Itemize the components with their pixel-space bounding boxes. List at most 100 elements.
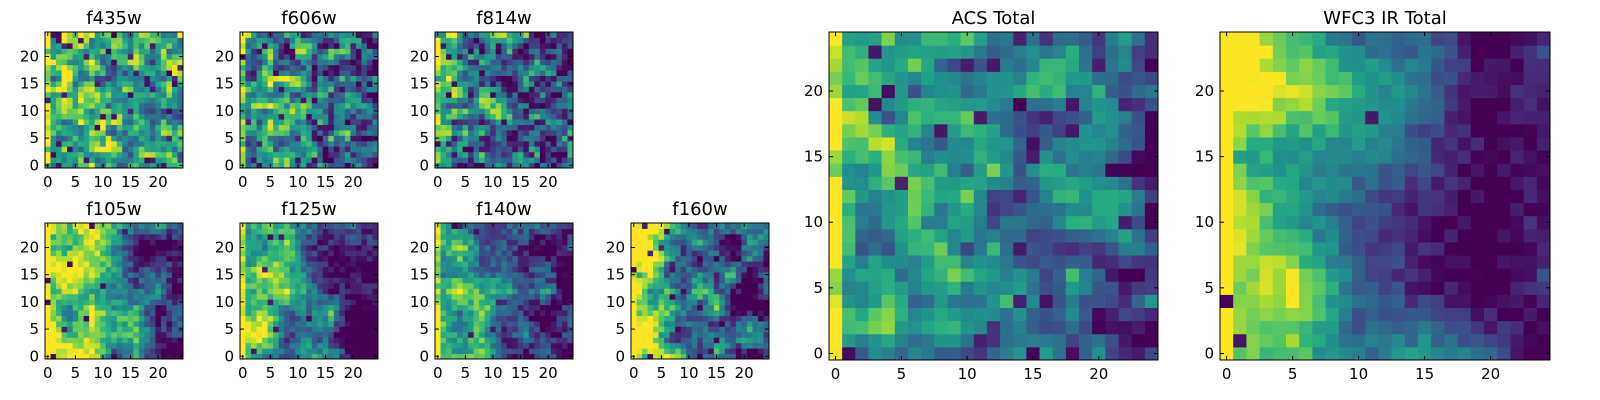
heatmap-cell bbox=[490, 315, 497, 322]
heatmap-cell bbox=[295, 113, 302, 120]
heatmap-cell bbox=[111, 91, 118, 98]
heatmap-cell bbox=[344, 342, 351, 349]
heatmap-cell bbox=[1026, 255, 1041, 269]
heatmap-cell bbox=[166, 288, 173, 295]
heatmap-cell bbox=[653, 326, 660, 333]
heatmap-cell bbox=[333, 320, 340, 327]
heatmap-cell bbox=[284, 37, 291, 44]
heatmap-cell bbox=[523, 151, 530, 158]
heatmap-cell bbox=[506, 129, 513, 136]
heatmap-cell bbox=[122, 146, 129, 153]
heatmap-cell bbox=[160, 157, 167, 164]
heatmap-cell bbox=[556, 261, 563, 268]
heatmap-cell bbox=[479, 299, 486, 306]
heatmap-cell bbox=[366, 151, 373, 158]
heatmap-cell bbox=[921, 294, 935, 309]
heatmap-cell bbox=[550, 337, 557, 344]
heatmap-cell bbox=[473, 157, 480, 164]
heatmap-cell bbox=[556, 315, 563, 322]
heatmap-cell bbox=[550, 320, 557, 327]
heatmap-cell bbox=[528, 353, 535, 360]
heatmap-cell bbox=[240, 277, 247, 284]
heatmap-cell bbox=[245, 342, 252, 349]
heatmap-cell bbox=[78, 244, 85, 251]
heatmap-cell bbox=[934, 150, 948, 164]
heatmap-cell bbox=[144, 32, 151, 38]
heatmap-cell bbox=[94, 315, 101, 322]
heatmap-cell bbox=[702, 337, 709, 344]
heatmap-cell bbox=[256, 53, 263, 60]
heatmap-cell bbox=[138, 282, 145, 289]
heatmap-cell bbox=[116, 304, 123, 311]
heatmap-cell bbox=[171, 75, 178, 82]
heatmap-cell bbox=[78, 315, 85, 322]
heatmap-cell bbox=[273, 277, 280, 284]
heatmap-cell bbox=[752, 282, 759, 289]
heatmap-cell bbox=[986, 189, 1001, 204]
heatmap-cell bbox=[730, 320, 737, 327]
heatmap-cell bbox=[100, 288, 107, 295]
heatmap-cell bbox=[267, 119, 274, 125]
heatmap-cell bbox=[83, 59, 90, 66]
heatmap-cell bbox=[545, 261, 552, 268]
heatmap-cell bbox=[116, 75, 123, 82]
heatmap-cell bbox=[752, 239, 759, 246]
heatmap-cell bbox=[631, 266, 638, 273]
heatmap-cell bbox=[72, 331, 79, 338]
heatmap-cell bbox=[116, 37, 123, 44]
heatmap-cell bbox=[61, 342, 68, 349]
heatmap-cell bbox=[273, 124, 280, 131]
heatmap-cell bbox=[468, 326, 475, 333]
heatmap-cell bbox=[111, 304, 118, 311]
heatmap-cell bbox=[735, 299, 742, 306]
heatmap-cell bbox=[495, 80, 502, 87]
heatmap-cell bbox=[691, 348, 698, 355]
heatmap-cell bbox=[550, 70, 557, 77]
heatmap-cell bbox=[306, 108, 313, 115]
heatmap-cell bbox=[155, 293, 162, 300]
heatmap-cell bbox=[468, 304, 475, 311]
heatmap-cell bbox=[506, 293, 513, 300]
heatmap-cell bbox=[523, 277, 530, 284]
heatmap-cell bbox=[446, 239, 453, 246]
heatmap-cell bbox=[708, 348, 715, 355]
heatmap-cell bbox=[45, 151, 52, 158]
heatmap-cell bbox=[116, 48, 123, 55]
heatmap-cell bbox=[83, 288, 90, 295]
heatmap-cell bbox=[1039, 215, 1054, 230]
heatmap-cell bbox=[730, 266, 737, 273]
heatmap-cell bbox=[468, 97, 475, 104]
heatmap-cell bbox=[322, 261, 329, 268]
heatmap-cell bbox=[111, 331, 118, 338]
heatmap-cell bbox=[468, 348, 475, 355]
heatmap-cell bbox=[757, 315, 764, 322]
heatmap-cell bbox=[1065, 163, 1080, 177]
heatmap-cell bbox=[435, 315, 442, 322]
heatmap-cell bbox=[344, 75, 351, 82]
heatmap-cell bbox=[50, 233, 57, 240]
heatmap-cell bbox=[642, 320, 649, 327]
heatmap-cell bbox=[1065, 346, 1080, 361]
heatmap-cell bbox=[155, 320, 162, 327]
heatmap-cell bbox=[495, 326, 502, 333]
heatmap-cell bbox=[361, 250, 368, 257]
heatmap-cell bbox=[697, 304, 704, 311]
heatmap-cell bbox=[295, 151, 302, 158]
heatmap-cell bbox=[366, 97, 373, 104]
heatmap-cell bbox=[149, 48, 156, 55]
heatmap-cell bbox=[894, 228, 909, 243]
heatmap-cell bbox=[350, 135, 357, 142]
heatmap-cell bbox=[446, 102, 453, 109]
heatmap-cell bbox=[278, 113, 285, 120]
heatmap-cell bbox=[333, 277, 340, 284]
heatmap-cell bbox=[127, 37, 134, 44]
heatmap-cell bbox=[539, 310, 546, 316]
heatmap-cell bbox=[133, 64, 140, 71]
heatmap-cell bbox=[664, 337, 671, 344]
heatmap-cell bbox=[94, 261, 101, 268]
heatmap-cell bbox=[702, 282, 709, 289]
heatmap-cell bbox=[333, 348, 340, 355]
heatmap-cell bbox=[490, 113, 497, 120]
heatmap-cell bbox=[105, 337, 112, 344]
heatmap-cell bbox=[256, 97, 263, 104]
